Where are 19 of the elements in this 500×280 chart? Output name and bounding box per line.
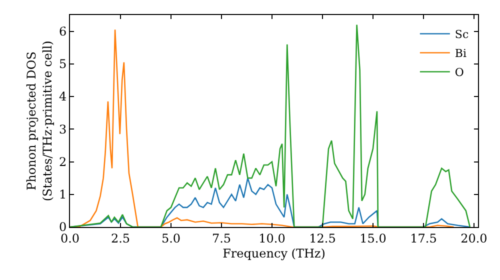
x-tick-label: 5.0 xyxy=(161,231,181,246)
x-tick-label: 12.5 xyxy=(309,231,336,246)
x-tick-label: 20.0 xyxy=(460,231,488,246)
x-tick-label: 17.5 xyxy=(410,231,437,246)
y-tick-label: 3 xyxy=(58,122,67,136)
y-tick-label: 4 xyxy=(58,90,67,104)
y-axis-title: Phonon projected DOS (States/THz·primitive cell) xyxy=(24,40,54,202)
x-tick-label: 7.5 xyxy=(212,231,232,246)
x-tick-label: 2.5 xyxy=(110,231,130,246)
legend-label: O xyxy=(454,66,464,80)
y-tick-label: 5 xyxy=(58,57,67,72)
y-tick-label: 2 xyxy=(58,154,67,169)
x-axis-title: Frequency (THz) xyxy=(222,246,326,260)
y-tick-label: 6 xyxy=(58,24,67,39)
legend-label: Bi xyxy=(454,47,468,60)
y-tick-label: 1 xyxy=(58,188,67,202)
legend-label: Sc xyxy=(454,28,469,42)
x-tick-label: 15.0 xyxy=(360,231,386,246)
x-tick-label: 10.0 xyxy=(258,231,286,246)
